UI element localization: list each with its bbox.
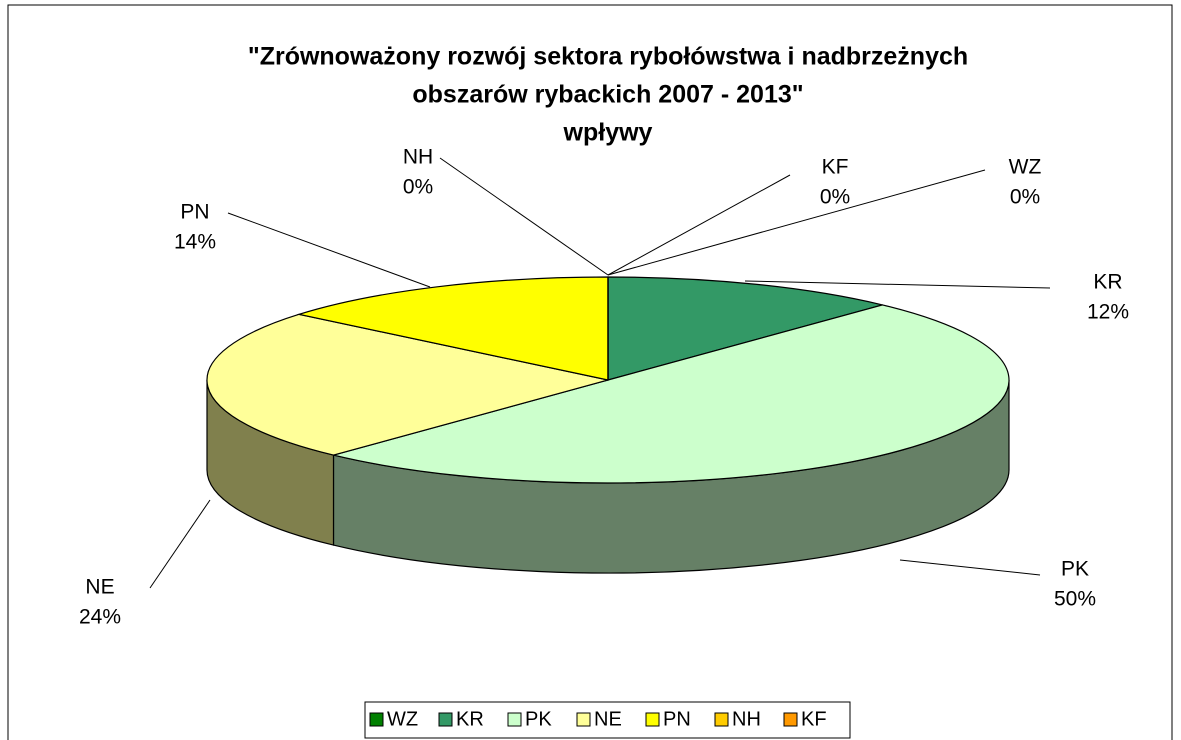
chart-title: "Zrównoważony rozwój sektora rybołówstwa…	[248, 43, 968, 71]
leader-line	[899, 559, 1041, 576]
legend-swatch	[714, 712, 729, 727]
legend-label: WZ	[387, 708, 418, 730]
data-label-name: WZ	[1009, 156, 1042, 179]
leader-line	[439, 157, 609, 276]
legend-swatch	[576, 712, 591, 727]
leader-line	[607, 169, 986, 276]
legend-swatch	[507, 712, 522, 727]
slice	[607, 276, 883, 381]
data-label-value: 24%	[79, 606, 121, 629]
data-label-value: 12%	[1087, 301, 1129, 324]
slice	[206, 313, 609, 456]
leader-line	[227, 212, 431, 288]
data-label-value: 0%	[1010, 186, 1040, 209]
data-label-value: 14%	[174, 231, 216, 254]
data-label-name: PK	[1061, 558, 1089, 581]
data-label-value: 0%	[820, 186, 850, 209]
data-label-value: 50%	[1054, 588, 1096, 611]
leader-line	[744, 280, 1051, 289]
slice	[296, 276, 609, 381]
chart-title: obszarów rybackich 2007 - 2013"	[412, 81, 803, 109]
legend-label: KR	[456, 708, 484, 730]
legend-label: NE	[594, 708, 622, 730]
data-label-name: NE	[85, 576, 114, 599]
data-label-name: NH	[403, 146, 433, 169]
slice	[333, 304, 1010, 484]
data-label-name: KR	[1093, 271, 1122, 294]
chart-subtitle: wpływy	[563, 119, 653, 147]
data-label-name: PN	[180, 201, 209, 224]
legend-swatch	[783, 712, 798, 727]
legend-label: NH	[732, 708, 761, 730]
data-label-value: 0%	[403, 176, 433, 199]
leader-line	[607, 174, 791, 276]
legend-swatch	[438, 712, 453, 727]
data-label-name: KF	[822, 156, 849, 179]
legend-label: KF	[801, 708, 827, 730]
leader-line	[149, 499, 211, 589]
legend-swatch	[369, 712, 384, 727]
legend-label: PN	[663, 708, 691, 730]
legend-label: PK	[525, 708, 552, 730]
legend-swatch	[645, 712, 660, 727]
